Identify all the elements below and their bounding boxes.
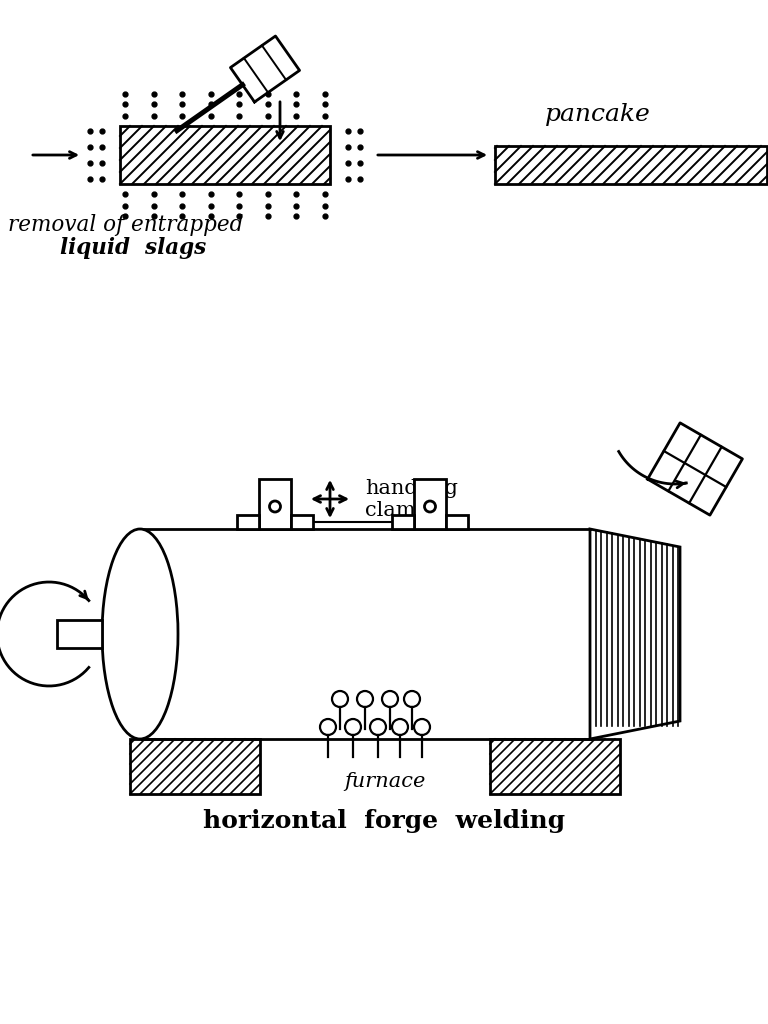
Text: clamps: clamps <box>365 501 440 519</box>
Bar <box>57 620 102 648</box>
Bar <box>446 515 468 529</box>
Text: removal of entrapped: removal of entrapped <box>8 214 243 236</box>
Bar <box>490 739 620 794</box>
Text: handling: handling <box>365 479 458 499</box>
Bar <box>414 479 446 529</box>
Text: liquid  slags: liquid slags <box>60 237 207 259</box>
Bar <box>291 515 313 529</box>
Bar <box>120 126 330 184</box>
Bar <box>495 146 767 184</box>
Circle shape <box>425 501 435 512</box>
Text: furnace: furnace <box>344 772 425 791</box>
Bar <box>130 739 260 794</box>
Bar <box>392 515 414 529</box>
Bar <box>259 479 291 529</box>
Ellipse shape <box>102 529 178 739</box>
Text: pancake: pancake <box>545 102 650 126</box>
Circle shape <box>270 501 280 512</box>
Text: horizontal  forge  welding: horizontal forge welding <box>203 809 565 833</box>
Bar <box>237 515 259 529</box>
